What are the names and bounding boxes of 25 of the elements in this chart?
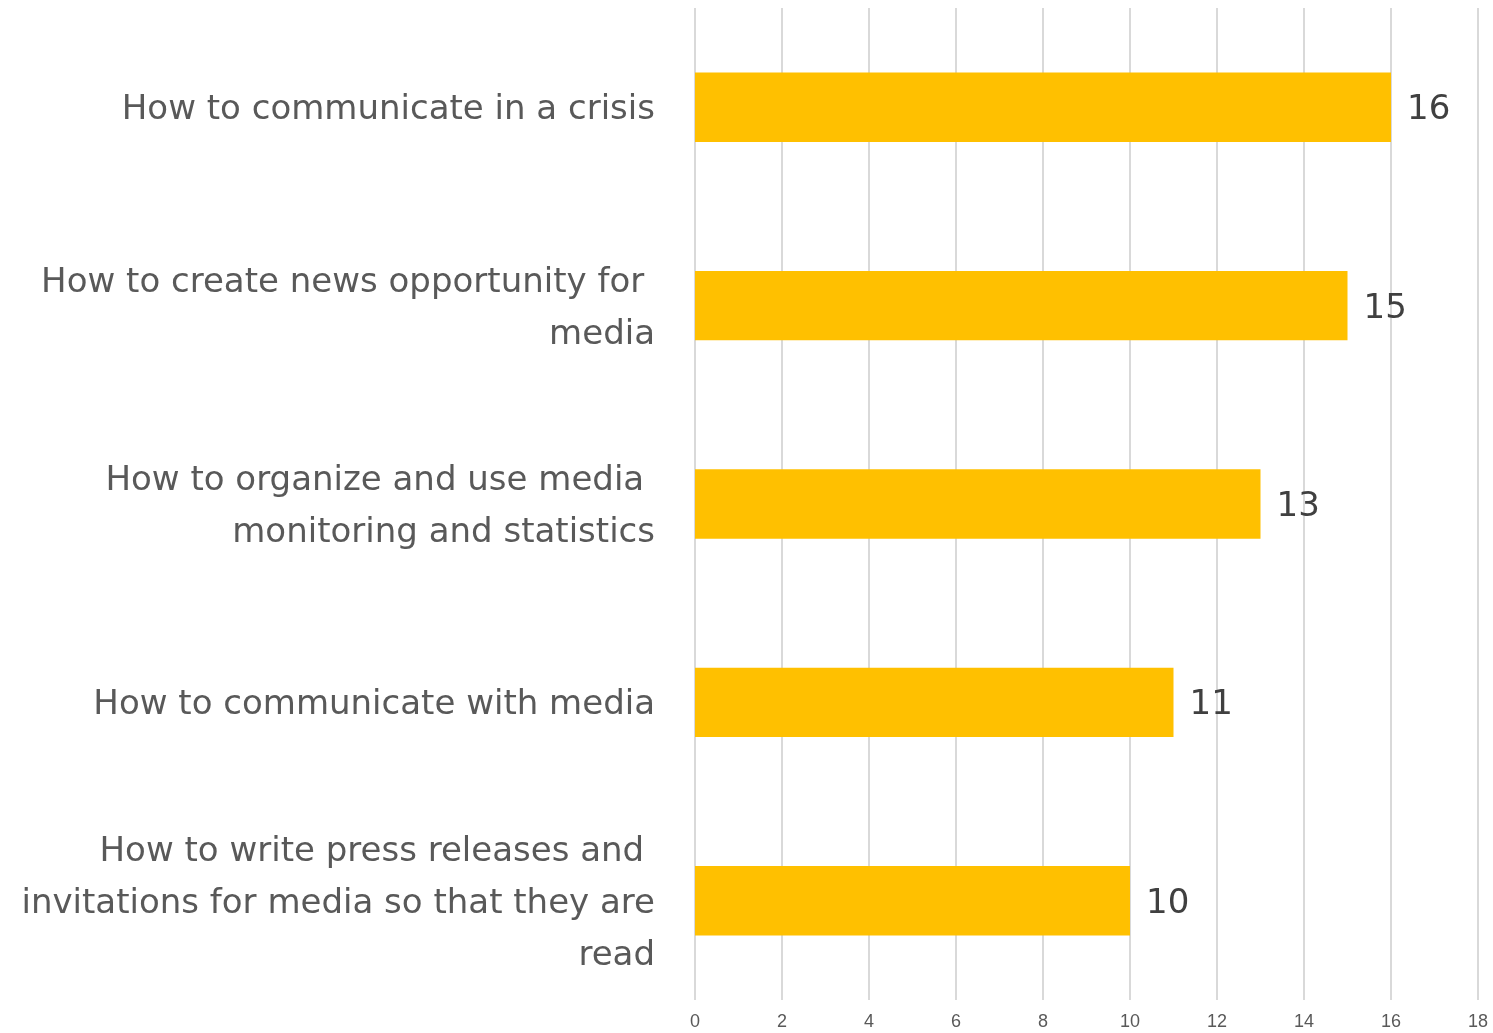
y-tick-label: How to communicate in a crisis [121, 87, 655, 128]
x-tick-label: 12 [1206, 1011, 1228, 1031]
x-tick-label: 16 [1380, 1011, 1402, 1031]
x-tick-label: 18 [1467, 1011, 1489, 1031]
x-tick-label: 6 [950, 1011, 962, 1031]
x-tick-label: 2 [776, 1011, 788, 1031]
data-label: 10 [1146, 880, 1190, 921]
x-tick-label: 4 [863, 1011, 875, 1031]
y-tick-label: How to communicate with media [93, 682, 655, 723]
x-tick-label: 10 [1119, 1011, 1141, 1031]
bar [695, 667, 1174, 738]
x-tick-label: 8 [1037, 1011, 1049, 1031]
bar [695, 469, 1261, 539]
y-tick-label: How to organize and use media monitoring and statistics [105, 458, 655, 550]
bar [695, 270, 1348, 341]
data-label: 16 [1407, 87, 1451, 128]
x-tick-label: 0 [689, 1011, 701, 1031]
data-label: 11 [1189, 682, 1233, 723]
data-label: 13 [1276, 484, 1320, 524]
bar [695, 866, 1130, 936]
x-tick-label: 14 [1293, 1011, 1315, 1031]
bar [695, 72, 1391, 142]
y-tick-label: How to write press releases and invitations for media so that they are read [21, 828, 655, 973]
data-label: 15 [1363, 285, 1407, 326]
y-tick-label: How to create news opportunity for media [41, 259, 655, 352]
